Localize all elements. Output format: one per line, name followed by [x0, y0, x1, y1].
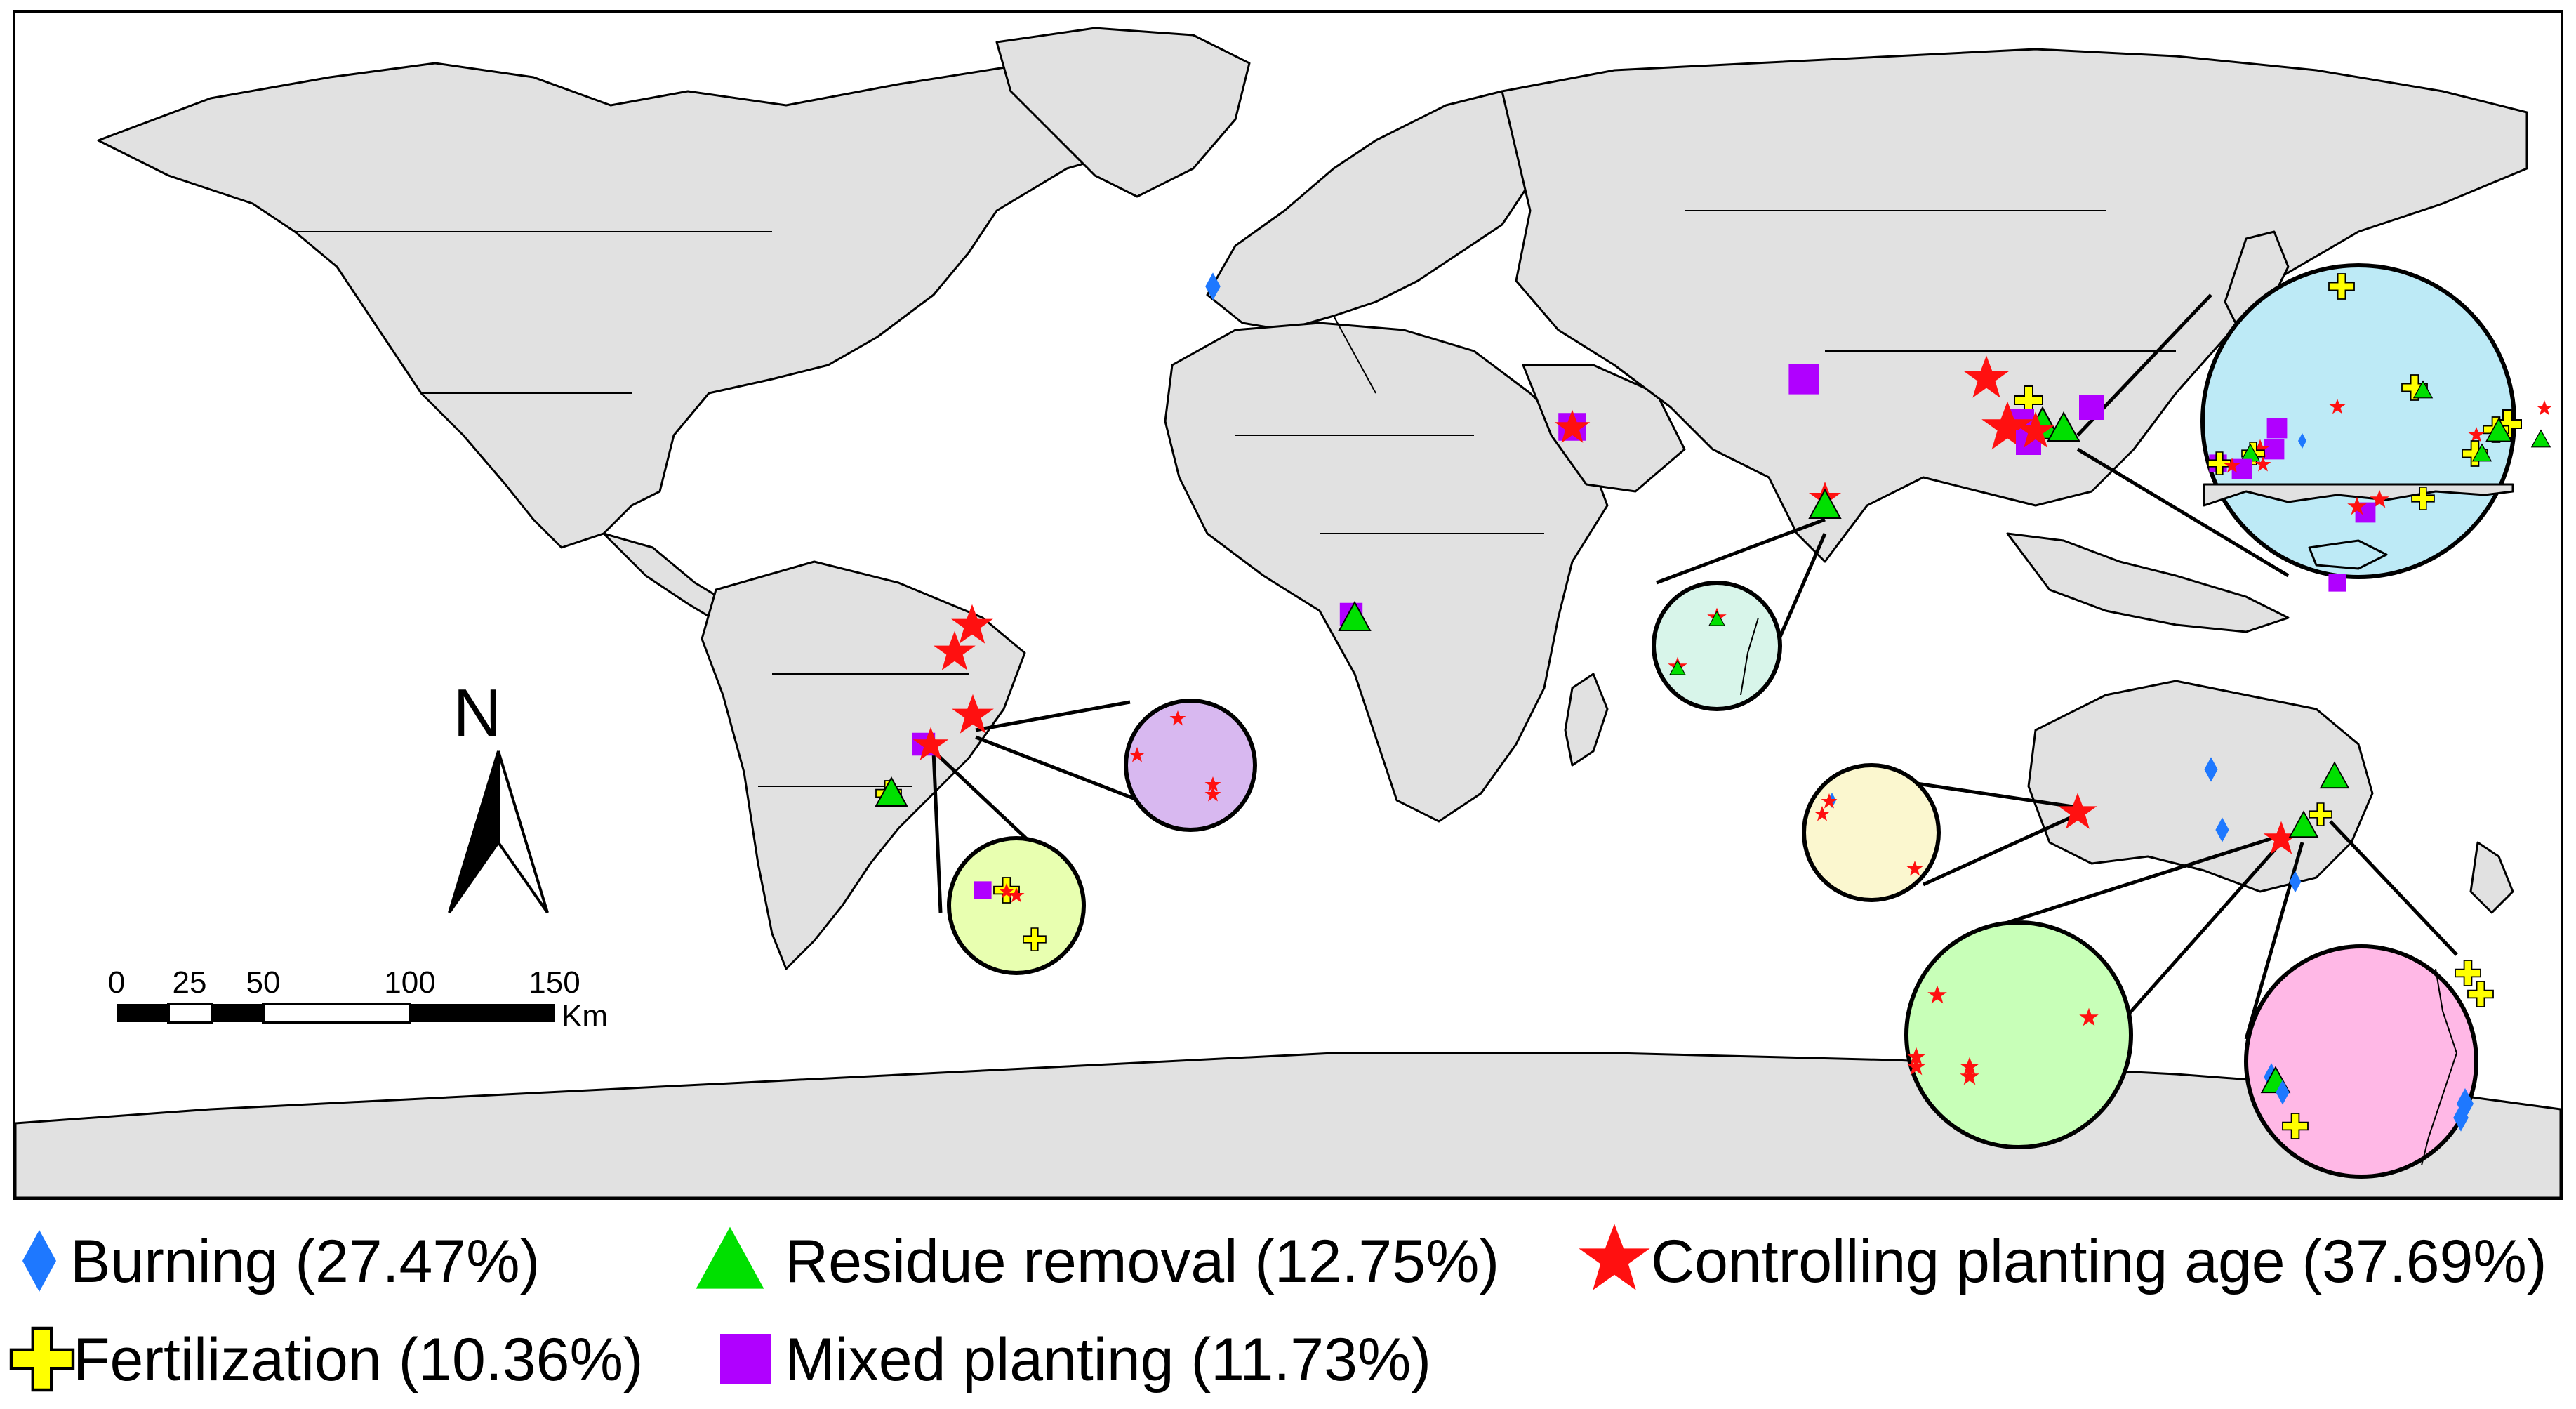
legend-item-controlling-planting-age: Controlling planting age (37.69%)	[1579, 1224, 2547, 1295]
scale-segment-1	[117, 1004, 168, 1022]
scale-segment-5	[410, 1004, 555, 1022]
north-arrow-label: N	[453, 675, 501, 750]
greenland-landmass	[995, 27, 1251, 198]
square-marker	[2079, 395, 2104, 420]
legend-item-burning: Burning (27.47%)	[22, 1228, 540, 1295]
legend-item-residue-removal: Residue removal (12.75%)	[696, 1226, 1499, 1295]
scale-segment-4	[262, 1003, 411, 1024]
continents	[14, 27, 2562, 1199]
connector-brazil-south-1	[931, 750, 943, 913]
connector-china-2	[2076, 447, 2290, 578]
inset-circle-india	[1652, 581, 1782, 711]
inset-china-island	[2308, 539, 2388, 570]
country-borders	[295, 210, 2176, 787]
inset-circle-brazil-east	[1124, 699, 1257, 832]
africa-landmass	[1164, 322, 1609, 823]
southeast-asia-islands	[2006, 532, 2290, 633]
square-marker	[974, 881, 992, 899]
square-marker	[2328, 574, 2346, 592]
scale-tick-25: 25	[173, 965, 207, 1000]
inset-circle-australia-south	[1904, 920, 2133, 1149]
connector-australia-south-2	[2111, 841, 2283, 1033]
scale-bar: 0 25 50 100 150 Km	[108, 965, 608, 1033]
inset-india-coast	[1740, 617, 1759, 696]
legend-item-mixed-planting: Mixed planting (11.73%)	[720, 1326, 1431, 1394]
square-marker	[1788, 364, 1819, 395]
legend-diamond-icon	[22, 1230, 56, 1292]
connector-australia-east-2	[2244, 842, 2304, 1040]
scale-tick-100: 100	[384, 965, 435, 1000]
scale-tick-50: 50	[246, 965, 281, 1000]
north-arrow: N	[448, 675, 549, 914]
legend-triangle-icon	[696, 1226, 764, 1289]
scale-segment-3	[212, 1004, 263, 1022]
legend-cross-icon	[11, 1328, 73, 1390]
inset-coastlines	[1740, 483, 2514, 1166]
square-marker	[2264, 439, 2285, 460]
inset-australia-east-coast	[2421, 968, 2458, 1166]
north-america-landmass	[97, 62, 1160, 549]
inset-circle-australia-west	[1802, 763, 1941, 902]
arabia-landmass	[1522, 364, 1686, 493]
legend: Burning (27.47%) Residue removal (12.75%…	[11, 1224, 2547, 1394]
legend-label-mixed-planting: Mixed planting (11.73%)	[785, 1326, 1431, 1394]
connector-australia-south-1	[1972, 833, 2282, 936]
connector-india-1	[1656, 517, 1826, 585]
connector-australia-west-2	[1922, 812, 2079, 887]
madagascar-landmass	[1564, 673, 1609, 767]
scale-tick-150: 150	[529, 965, 580, 1000]
scale-unit: Km	[562, 999, 608, 1033]
scale-segment-2	[167, 1003, 213, 1024]
legend-label-burning: Burning (27.47%)	[70, 1228, 540, 1295]
legend-square-icon	[720, 1334, 771, 1384]
inset-circle-brazil-south	[947, 836, 1086, 975]
legend-item-fertilization: Fertilization (10.36%)	[11, 1326, 644, 1394]
legend-label-controlling-planting-age: Controlling planting age (37.69%)	[1651, 1228, 2547, 1295]
legend-star-icon	[1579, 1224, 1650, 1290]
inset-circle-australia-east	[2244, 944, 2478, 1179]
connector-brazil-east-1	[975, 700, 1131, 732]
connector-australia-east-1	[2329, 820, 2458, 956]
inset-china-coastline	[2203, 483, 2514, 507]
inset-circle-china	[2200, 263, 2516, 579]
north-arrow-right-half	[497, 750, 549, 914]
legend-label-residue-removal: Residue removal (12.75%)	[785, 1228, 1499, 1295]
legend-label-fertilization: Fertilization (10.36%)	[73, 1326, 644, 1394]
square-marker	[2266, 418, 2288, 439]
asia-landmass	[1501, 48, 2528, 563]
scale-tick-0: 0	[108, 965, 125, 1000]
new-zealand-landmass	[2469, 841, 2514, 914]
